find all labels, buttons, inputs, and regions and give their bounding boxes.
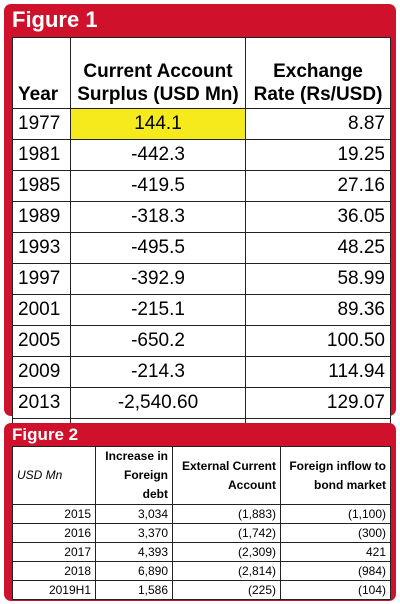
- cell: -442.3: [70, 139, 246, 171]
- cell: 1985: [12, 170, 71, 202]
- cell: 48.25: [245, 232, 391, 264]
- cell: 58.99: [245, 263, 391, 295]
- cell: 2017: [12, 542, 96, 562]
- row: 2015 3,034 (1,883) (1,100): [12, 504, 391, 524]
- cell: (1,742): [172, 523, 281, 543]
- cell: 1981: [12, 139, 71, 171]
- cell: 36.05: [245, 201, 391, 233]
- figure-title: Figure 2: [12, 425, 79, 444]
- cell: 8.87: [245, 108, 391, 140]
- cell: -495.5: [70, 232, 246, 264]
- row: 2016 3,370 (1,742) (300): [12, 523, 391, 543]
- row: 1989 -318.3 36.05: [12, 201, 391, 233]
- header-cell: External Current Account: [172, 446, 281, 505]
- figure-title: Figure 1: [12, 7, 98, 32]
- row: 2018 6,890 (2,814) (984): [12, 561, 391, 581]
- row: 2005 -650.2 100.50: [12, 325, 391, 357]
- cell: 2001: [12, 294, 71, 326]
- cell: (225): [172, 580, 281, 600]
- cell: (2,309): [172, 542, 281, 562]
- row: 1981 -442.3 19.25: [12, 139, 391, 171]
- cell: 6,890: [95, 561, 173, 581]
- row: 2019H1 1,586 (225) (104): [12, 580, 391, 600]
- cell: -214.3: [70, 356, 246, 388]
- cell: 27.16: [245, 170, 391, 202]
- row: 2001 -215.1 89.36: [12, 294, 391, 326]
- figure-1: Figure 1 Year Current Account Surplus (US…: [4, 4, 396, 450]
- cell: -215.1: [70, 294, 246, 326]
- cell: 2018: [12, 561, 96, 581]
- cell: -318.3: [70, 201, 246, 233]
- header-cell: Foreign inflow to bond market: [280, 446, 391, 505]
- header-cell: Increase in Foreign debt: [95, 446, 173, 505]
- cell: (1,100): [280, 504, 391, 524]
- figure-2: Figure 2 USD Mn Increase in Foreign debt E…: [4, 423, 396, 601]
- header-cell: Current Account Surplus (USD Mn): [70, 37, 246, 109]
- cell: 2005: [12, 325, 71, 357]
- row: 1993 -495.5 48.25: [12, 232, 391, 264]
- cell: (2,814): [172, 561, 281, 581]
- cell: 2013: [12, 387, 71, 419]
- header-cell: Exchange Rate (Rs/USD): [245, 37, 391, 109]
- row: 2009 -214.3 114.94: [12, 356, 391, 388]
- cell: 1,586: [95, 580, 173, 600]
- header-row: USD Mn Increase in Foreign debt External C…: [12, 446, 391, 505]
- cell: 19.25: [245, 139, 391, 171]
- cell: (300): [280, 523, 391, 543]
- cell: 100.50: [245, 325, 391, 357]
- cell: 1993: [12, 232, 71, 264]
- cell: (104): [280, 580, 391, 600]
- cell: 1997: [12, 263, 71, 295]
- cell: 89.36: [245, 294, 391, 326]
- cell: 1977: [12, 108, 71, 140]
- cell: (1,883): [172, 504, 281, 524]
- cell: -2,540.60: [70, 387, 246, 419]
- table: USD Mn Increase in Foreign debt External C…: [12, 446, 391, 600]
- row: 1977 144.1 8.87: [12, 108, 391, 140]
- row: 1997 -392.9 58.99: [12, 263, 391, 295]
- cell: (984): [280, 561, 391, 581]
- cell: 1989: [12, 201, 71, 233]
- cell: 2009: [12, 356, 71, 388]
- header-row: Year Current Account Surplus (USD Mn) Exch…: [12, 37, 391, 109]
- cell: 3,370: [95, 523, 173, 543]
- row: 2013 -2,540.60 129.07: [12, 387, 391, 419]
- cell: -419.5: [70, 170, 246, 202]
- row: 1985 -419.5 27.16: [12, 170, 391, 202]
- cell: 421: [280, 542, 391, 562]
- cell: 129.07: [245, 387, 391, 419]
- table: Year Current Account Surplus (USD Mn) Exch…: [12, 37, 391, 450]
- header-cell: Year: [12, 37, 71, 109]
- cell: 2019H1: [12, 580, 96, 600]
- cell: -650.2: [70, 325, 246, 357]
- header-cell: USD Mn: [12, 446, 96, 505]
- cell: 2015: [12, 504, 96, 524]
- cell: -392.9: [70, 263, 246, 295]
- cell: 144.1: [70, 108, 246, 140]
- cell: 4,393: [95, 542, 173, 562]
- row: 2017 4,393 (2,309) 421: [12, 542, 391, 562]
- cell: 114.94: [245, 356, 391, 388]
- cell: 2016: [12, 523, 96, 543]
- cell: 3,034: [95, 504, 173, 524]
